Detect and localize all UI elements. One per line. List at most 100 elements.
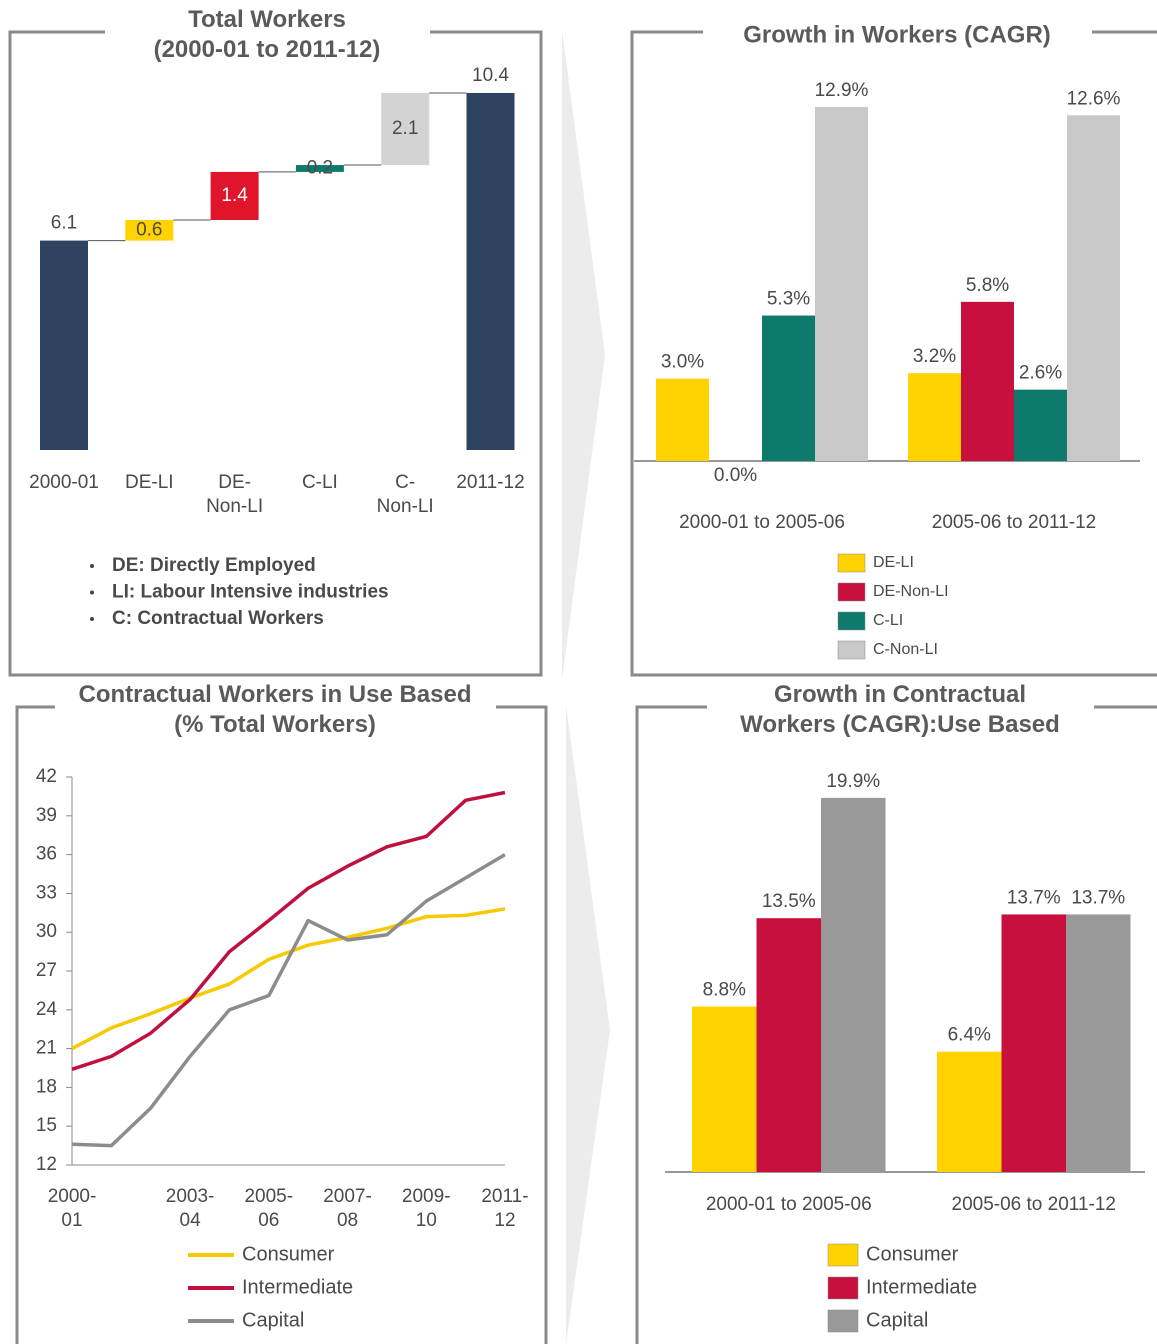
value-label: 1.4 [221, 185, 248, 206]
bar [1001, 914, 1066, 1172]
bar [756, 918, 821, 1172]
value-label: 12.9% [815, 80, 869, 101]
bar [125, 219, 174, 241]
value-label: 6.4% [948, 1025, 991, 1046]
value-label: 3.0% [661, 352, 704, 373]
bar [961, 301, 1014, 461]
legend-label: Capital [242, 1309, 304, 1331]
note: DE: Directly Employed [112, 555, 316, 576]
x-tick-label: 2011-12 [481, 1186, 528, 1231]
x-tick-label: 2000-01 to 2005-06 [706, 1194, 872, 1215]
legend-swatch [837, 640, 866, 660]
legend-swatch [837, 582, 866, 602]
bar [908, 373, 961, 461]
bar [692, 1006, 757, 1172]
value-label: 10.4 [472, 65, 509, 86]
value-label: 12.6% [1067, 88, 1121, 109]
value-label: 0.2 [307, 158, 333, 179]
legend-label: Consumer [242, 1243, 335, 1265]
value-label: 13.7% [1007, 887, 1061, 908]
chart-title: Growth in Contractual Workers (CAGR):Use … [740, 681, 1060, 738]
y-tick-label: 33 [36, 882, 57, 903]
legend-label: Capital [866, 1309, 928, 1331]
y-tick-label: 21 [36, 1038, 57, 1059]
x-tick-label: 2007-08 [323, 1186, 372, 1231]
y-tick-label: 15 [36, 1115, 57, 1136]
legend-swatch [837, 611, 866, 631]
y-tick-label: 30 [36, 921, 57, 942]
bar [821, 797, 886, 1172]
bar [381, 92, 430, 166]
bar [762, 315, 815, 461]
panel-frame [630, 30, 1157, 677]
x-tick-label: C-LI [302, 472, 338, 493]
value-label: 2.1 [392, 118, 418, 139]
legend-label: Intermediate [242, 1276, 353, 1298]
line [71, 907, 506, 1051]
panel-frame [635, 705, 1157, 1344]
legend-swatch [827, 1309, 859, 1333]
value-label: 5.8% [966, 275, 1009, 296]
legend-label: DE-Non-LI [873, 583, 949, 600]
x-tick-label: DE-Non-LI [206, 472, 263, 517]
x-tick-label: 2005-06 to 2011-12 [952, 1194, 1116, 1215]
value-label: 5.3% [767, 289, 810, 310]
arrow [566, 705, 610, 1344]
x-tick-label: 2003-04 [166, 1186, 215, 1231]
line [71, 790, 506, 1071]
y-tick-label: 36 [36, 844, 57, 865]
bar [466, 92, 515, 450]
bullet [90, 564, 94, 568]
bar [1067, 115, 1120, 462]
y-tick-label: 12 [36, 1154, 57, 1175]
arrow [562, 30, 605, 680]
y-tick-label: 27 [36, 960, 57, 981]
legend-label: C-LI [873, 612, 903, 629]
legend-label: C-Non-LI [873, 641, 938, 658]
panel-frame [15, 705, 548, 1344]
x-tick-label: 2005-06 [244, 1186, 293, 1231]
value-label: 0.6 [136, 219, 162, 240]
value-label: 3.2% [913, 346, 956, 367]
x-tick-label: 2000-01 [29, 472, 99, 493]
value-label: 0.0% [714, 465, 757, 486]
bar [937, 1051, 1002, 1172]
chart-title: Contractual Workers in Use Based (% Total… [78, 681, 471, 738]
x-tick-label: DE-LI [125, 472, 174, 493]
value-label: 8.8% [703, 980, 746, 1001]
legend-label: Consumer [866, 1243, 959, 1265]
panel-frame [8, 30, 543, 677]
legend-swatch [827, 1243, 859, 1267]
x-tick-label: 2000-01 to 2005-06 [679, 512, 845, 533]
legend-swatch [837, 553, 866, 573]
bar [1066, 914, 1131, 1172]
y-tick-label: 39 [36, 805, 57, 826]
bar [40, 240, 88, 450]
value-label: 6.1 [51, 213, 77, 234]
bar [1014, 389, 1067, 461]
bar [295, 165, 344, 172]
bullet [90, 617, 94, 621]
value-label: 13.7% [1071, 887, 1125, 908]
note: C: Contractual Workers [112, 608, 324, 629]
bar [815, 107, 868, 462]
y-tick-label: 42 [36, 766, 57, 787]
bar [656, 378, 709, 461]
value-label: 19.9% [826, 771, 880, 792]
y-tick-label: 18 [36, 1076, 57, 1097]
line [71, 853, 506, 1148]
x-tick-label: 2009-10 [402, 1186, 451, 1231]
x-tick-label: C-Non-LI [377, 472, 434, 517]
bar [210, 171, 259, 220]
chart-title: Growth in Workers (CAGR) [743, 21, 1051, 48]
bullet [90, 590, 94, 595]
legend-label: DE-LI [873, 554, 914, 571]
value-label: 13.5% [762, 891, 816, 912]
chart-title: Total Workers (2000-01 to 2011-12) [154, 6, 381, 63]
x-tick-label: 2000-01 [48, 1186, 97, 1231]
x-tick-label: 2011-12 [456, 472, 524, 493]
y-tick-label: 24 [36, 999, 58, 1020]
value-label: 2.6% [1019, 363, 1062, 384]
legend-label: Intermediate [866, 1276, 977, 1298]
